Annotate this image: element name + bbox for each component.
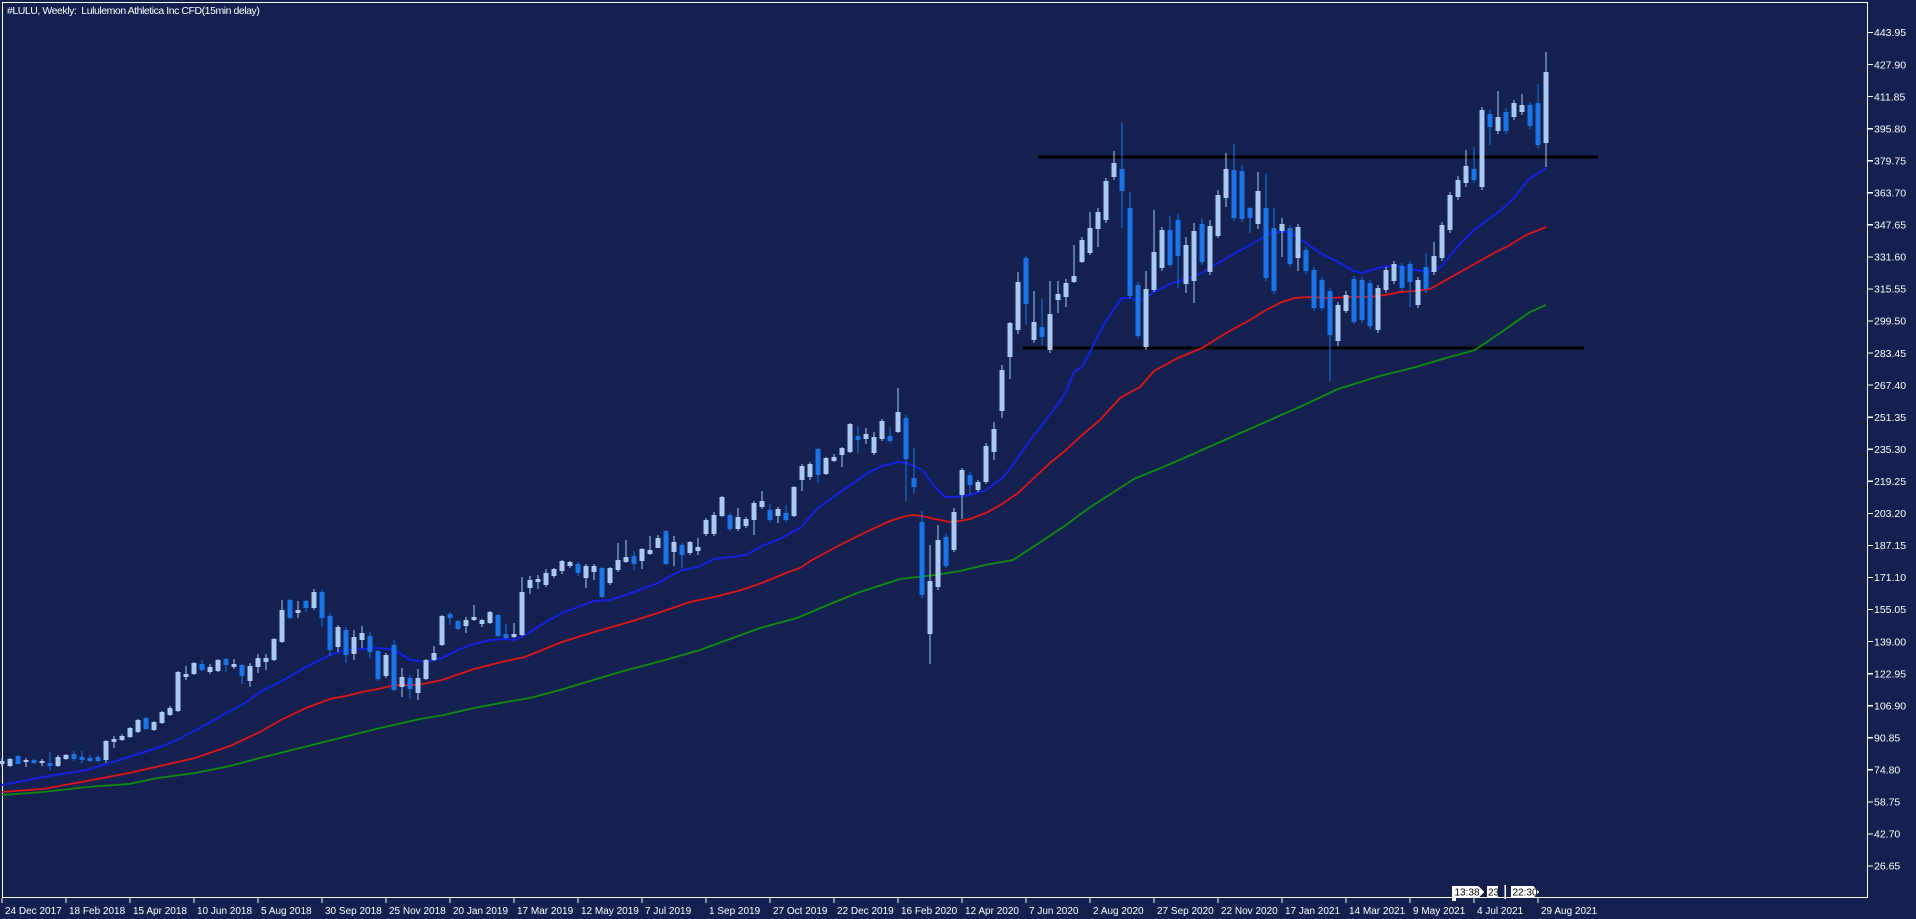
svg-text:90.85: 90.85: [1874, 733, 1900, 745]
svg-text:7 Jul 2019: 7 Jul 2019: [645, 906, 692, 917]
svg-text:18 Feb 2018: 18 Feb 2018: [69, 906, 126, 917]
svg-text:315.55: 315.55: [1874, 284, 1906, 296]
svg-text:9 May 2021: 9 May 2021: [1413, 906, 1466, 917]
svg-text:15 Apr 2018: 15 Apr 2018: [133, 906, 187, 917]
svg-text:203.20: 203.20: [1874, 508, 1906, 520]
svg-text:74.80: 74.80: [1874, 765, 1900, 777]
svg-text:14 Mar 2021: 14 Mar 2021: [1349, 906, 1406, 917]
svg-text:24 Dec 2017: 24 Dec 2017: [5, 906, 62, 917]
svg-text:10 Jun 2018: 10 Jun 2018: [197, 906, 252, 917]
svg-text:42.70: 42.70: [1874, 829, 1900, 841]
svg-text:22:30: 22:30: [1513, 888, 1538, 899]
svg-text:219.25: 219.25: [1874, 476, 1906, 488]
svg-text:30 Sep 2018: 30 Sep 2018: [325, 906, 382, 917]
svg-text:29 Aug 2021: 29 Aug 2021: [1541, 906, 1598, 917]
svg-text:2 Aug 2020: 2 Aug 2020: [1093, 906, 1144, 917]
svg-text:395.80: 395.80: [1874, 123, 1906, 135]
svg-text:363.70: 363.70: [1874, 188, 1906, 200]
svg-text:22 Dec 2019: 22 Dec 2019: [837, 906, 894, 917]
svg-text:106.90: 106.90: [1874, 700, 1906, 712]
svg-text:27 Sep 2020: 27 Sep 2020: [1157, 906, 1214, 917]
svg-text:1 Sep 2019: 1 Sep 2019: [709, 906, 761, 917]
svg-text:26.65: 26.65: [1874, 861, 1900, 873]
svg-text:155.05: 155.05: [1874, 604, 1906, 616]
svg-text:299.50: 299.50: [1874, 316, 1906, 328]
svg-text:187.15: 187.15: [1874, 540, 1906, 552]
svg-text:251.35: 251.35: [1874, 412, 1906, 424]
svg-text:4 Jul 2021: 4 Jul 2021: [1477, 906, 1524, 917]
svg-text:235.30: 235.30: [1874, 444, 1906, 456]
svg-text:427.90: 427.90: [1874, 59, 1906, 71]
svg-text:379.75: 379.75: [1874, 155, 1906, 167]
svg-text:20 Jan 2019: 20 Jan 2019: [453, 906, 508, 917]
svg-text:16 Feb 2020: 16 Feb 2020: [901, 906, 958, 917]
svg-text:122.95: 122.95: [1874, 668, 1906, 680]
svg-text:7 Jun 2020: 7 Jun 2020: [1029, 906, 1079, 917]
svg-text:22 Nov 2020: 22 Nov 2020: [1221, 906, 1278, 917]
svg-text:411.85: 411.85: [1874, 91, 1905, 103]
svg-text:283.45: 283.45: [1874, 348, 1906, 360]
svg-text:27 Oct 2019: 27 Oct 2019: [773, 906, 828, 917]
svg-text:5 Aug 2018: 5 Aug 2018: [261, 906, 312, 917]
svg-text:12 May 2019: 12 May 2019: [581, 906, 639, 917]
svg-text:58.75: 58.75: [1874, 797, 1900, 809]
svg-text:17 Jan 2021: 17 Jan 2021: [1285, 906, 1340, 917]
svg-text:17 Mar 2019: 17 Mar 2019: [517, 906, 574, 917]
svg-text:12 Apr 2020: 12 Apr 2020: [965, 906, 1019, 917]
svg-text:#LULU, Weekly: Lululemon Athl: #LULU, Weekly: Lululemon Athletica Inc C…: [7, 5, 259, 17]
svg-text:267.40: 267.40: [1874, 380, 1906, 392]
svg-text:25 Nov 2018: 25 Nov 2018: [389, 906, 446, 917]
svg-text:139.00: 139.00: [1874, 636, 1906, 648]
svg-text:331.60: 331.60: [1874, 252, 1906, 264]
svg-text:347.65: 347.65: [1874, 220, 1906, 232]
svg-text:23: 23: [1488, 888, 1500, 899]
svg-text:13:38: 13:38: [1455, 888, 1480, 899]
svg-text:171.10: 171.10: [1874, 572, 1906, 584]
svg-text:443.95: 443.95: [1874, 27, 1906, 39]
